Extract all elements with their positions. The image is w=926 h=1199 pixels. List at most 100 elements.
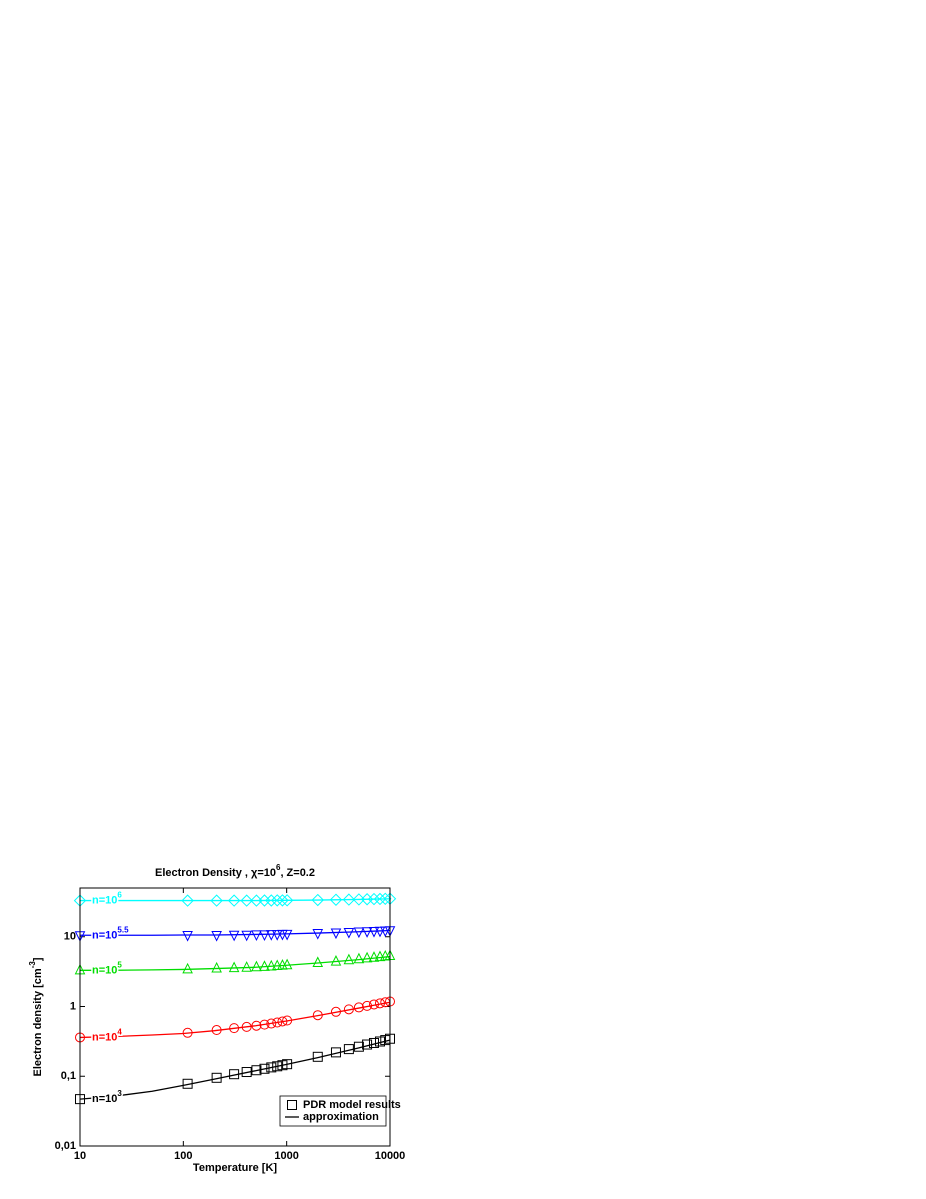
marker bbox=[271, 894, 284, 907]
series-label-text: n=10 bbox=[92, 894, 117, 906]
x-tick-label: 100 bbox=[174, 1150, 192, 1162]
marker bbox=[229, 1069, 240, 1080]
series-label-text: n=10 bbox=[92, 929, 117, 941]
marker bbox=[312, 1010, 323, 1021]
marker bbox=[259, 960, 270, 971]
marker bbox=[367, 892, 381, 906]
marker bbox=[241, 961, 252, 972]
marker bbox=[330, 1047, 341, 1058]
marker bbox=[353, 1002, 364, 1013]
marker bbox=[182, 962, 193, 974]
marker bbox=[373, 892, 387, 906]
marker bbox=[368, 951, 380, 962]
marker bbox=[271, 930, 283, 941]
marker bbox=[343, 1004, 354, 1015]
plot-frame bbox=[79, 887, 391, 1147]
marker bbox=[227, 894, 241, 907]
fit-line bbox=[79, 1001, 391, 1039]
chart-title: Electron Density , χ=106, Z=0.2 bbox=[155, 863, 315, 879]
series-label-text: n=10 bbox=[92, 964, 117, 976]
marker bbox=[266, 1062, 277, 1073]
marker bbox=[368, 1037, 379, 1048]
y-tick-label: 0,1 bbox=[61, 1070, 76, 1082]
marker bbox=[368, 999, 379, 1010]
marker bbox=[182, 930, 193, 942]
y-tick-label: 0,01 bbox=[55, 1140, 76, 1152]
marker bbox=[282, 1015, 293, 1026]
marker bbox=[281, 929, 293, 941]
marker bbox=[311, 893, 324, 907]
marker bbox=[265, 894, 278, 907]
marker bbox=[374, 926, 386, 938]
marker bbox=[251, 1065, 262, 1076]
y-label-text: ] bbox=[32, 957, 44, 961]
marker bbox=[312, 1051, 323, 1062]
marker bbox=[259, 1063, 270, 1074]
y-label-text: Electron density [cm bbox=[32, 968, 44, 1076]
legend-box bbox=[279, 1095, 387, 1127]
marker bbox=[330, 928, 342, 940]
marker bbox=[241, 930, 252, 942]
marker bbox=[265, 959, 277, 971]
marker bbox=[362, 1000, 373, 1011]
marker bbox=[266, 1018, 277, 1029]
legend-label: approximation bbox=[303, 1111, 379, 1123]
series-label-text: n=10 bbox=[92, 1031, 117, 1043]
series-label-sup: 3 bbox=[117, 1089, 122, 1098]
marker bbox=[182, 1078, 193, 1089]
marker bbox=[353, 927, 365, 939]
marker bbox=[343, 927, 355, 939]
marker bbox=[259, 1019, 270, 1030]
series-label-sup: 6 bbox=[117, 891, 122, 900]
marker bbox=[251, 930, 262, 942]
title-sup: 6 bbox=[276, 863, 281, 872]
marker bbox=[241, 1021, 252, 1032]
marker bbox=[312, 956, 324, 968]
marker bbox=[280, 894, 294, 907]
marker bbox=[361, 927, 373, 938]
series-label: n=103 bbox=[92, 1089, 122, 1105]
marker bbox=[182, 1027, 193, 1038]
series-label-sup: 5 bbox=[117, 960, 122, 969]
marker bbox=[210, 894, 223, 907]
y-label-sup: -3 bbox=[28, 961, 37, 969]
x-tick-label: 10 bbox=[74, 1150, 86, 1162]
marker bbox=[342, 893, 356, 906]
marker bbox=[241, 1067, 252, 1078]
fit-line bbox=[80, 898, 391, 902]
marker bbox=[211, 961, 222, 973]
y-tick-label: 10 bbox=[64, 931, 76, 943]
marker bbox=[229, 1023, 240, 1034]
marker bbox=[368, 926, 380, 938]
marker bbox=[343, 1044, 354, 1055]
y-tick-label: 1 bbox=[70, 1000, 76, 1012]
marker bbox=[330, 1006, 341, 1017]
marker bbox=[277, 1016, 288, 1027]
marker bbox=[228, 930, 240, 942]
marker bbox=[282, 1059, 293, 1070]
marker bbox=[329, 893, 343, 906]
marker bbox=[312, 929, 324, 940]
marker bbox=[353, 952, 365, 964]
marker bbox=[330, 955, 342, 966]
marker bbox=[343, 953, 355, 965]
x-axis-label: Temperature [K] bbox=[193, 1162, 277, 1174]
series-label: n=106 bbox=[92, 891, 122, 907]
marker bbox=[281, 958, 293, 970]
marker bbox=[211, 1072, 222, 1083]
series-label: n=104 bbox=[92, 1028, 122, 1044]
marker bbox=[362, 1039, 373, 1050]
marker bbox=[374, 998, 385, 1009]
x-tick-label: 10000 bbox=[375, 1150, 406, 1162]
marker bbox=[240, 894, 253, 907]
marker bbox=[251, 960, 262, 972]
series-label-sup: 5.5 bbox=[117, 925, 129, 934]
marker bbox=[228, 961, 240, 973]
marker bbox=[374, 1036, 385, 1047]
plot-area: 10 100 1000 100000,010,1110n=103n=104n=105n… bbox=[55, 888, 406, 1162]
marker bbox=[251, 1020, 262, 1031]
series-label-text: n=10 bbox=[92, 1093, 117, 1105]
fit-line bbox=[79, 1039, 391, 1100]
